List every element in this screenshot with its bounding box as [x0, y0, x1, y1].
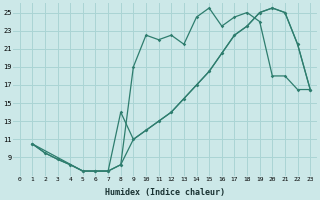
X-axis label: Humidex (Indice chaleur): Humidex (Indice chaleur) [105, 188, 225, 197]
